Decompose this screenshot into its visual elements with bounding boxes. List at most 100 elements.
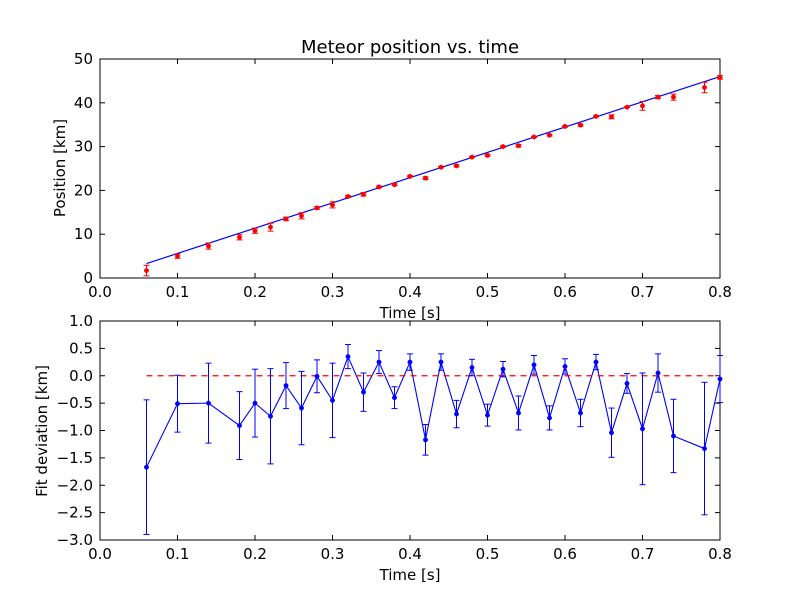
position-data-point (671, 94, 676, 100)
deviation-series-line (146, 355, 721, 468)
position-data-point (144, 268, 149, 274)
position-x-tick-label: 0.6 (553, 283, 577, 301)
position-data-point (578, 122, 583, 128)
deviation-x-tick-label: 0.7 (631, 545, 655, 563)
position-y-tick-label: 40 (74, 94, 93, 112)
position-data-point (206, 243, 211, 249)
deviation-data-point (593, 359, 599, 365)
position-data-point (609, 114, 614, 120)
deviation-y-tick-label: 0.5 (69, 339, 93, 357)
deviation-axes: 0.0 0.1 0.2 0.3 0.4 0.5 0.6 0.7 0.8 1.0 0.5 0.0 −0.5… (57, 312, 732, 563)
deviation-x-tick-label: 0.0 (88, 545, 112, 563)
deviation-x-tick-label: 0.2 (243, 545, 267, 563)
position-x-tick-label: 0.7 (631, 283, 655, 301)
position-y-tick-label: 0 (83, 269, 93, 287)
position-data-point (283, 216, 289, 222)
deviation-x-tick-label: 0.8 (708, 545, 732, 563)
deviation-data-point (330, 397, 335, 403)
deviation-data-point (624, 380, 630, 386)
position-data-point (330, 202, 335, 208)
position-x-tick-label: 0.0 (88, 283, 112, 301)
deviation-data-point (144, 464, 149, 470)
deviation-data-point (268, 413, 273, 419)
position-y-tick-label: 50 (74, 50, 93, 68)
deviation-data-point (717, 376, 723, 382)
deviation-data-point (655, 370, 661, 376)
deviation-data-point (299, 405, 304, 411)
deviation-data-point (578, 410, 583, 416)
deviation-data-point (361, 389, 366, 395)
deviation-data-point (407, 359, 413, 365)
position-data-point (624, 104, 630, 110)
position-data-point (593, 113, 599, 119)
deviation-x-tick-label: 0.1 (166, 545, 190, 563)
deviation-data-point (175, 401, 180, 407)
position-axes: 0.0 0.1 0.2 0.3 0.4 0.5 0.6 0.7 0.8 0 10 20 30 40 50 (74, 50, 732, 301)
position-data-point (345, 194, 351, 199)
deviation-data-point (547, 415, 552, 421)
deviation-data-point (345, 354, 351, 360)
position-data-point (361, 191, 366, 197)
position-data-point (655, 94, 661, 100)
position-data-point (547, 132, 552, 138)
deviation-data-point (206, 400, 211, 406)
deviation-x-tick-label: 0.3 (321, 545, 345, 563)
deviation-x-tick-label: 0.6 (553, 545, 577, 563)
deviation-y-tick-label: 0.0 (69, 367, 93, 385)
position-data-point (252, 228, 258, 234)
position-data-point (407, 173, 413, 179)
position-y-tick-label: 20 (74, 181, 93, 199)
deviation-data-point (314, 373, 320, 379)
position-data-point (237, 234, 242, 240)
position-data-point (469, 154, 475, 160)
position-data-point (516, 143, 521, 149)
position-data-point (500, 144, 506, 150)
position-x-tick-label: 0.5 (476, 283, 500, 301)
deviation-data-point (283, 383, 289, 389)
deviation-data-marks (143, 344, 723, 536)
deviation-y-tick-label: −1.5 (57, 449, 93, 467)
deviation-data-point (252, 400, 258, 406)
deviation-data-point (516, 410, 521, 416)
deviation-x-tick-label: 0.4 (398, 545, 422, 563)
deviation-data-point (500, 366, 506, 372)
position-data-point (562, 124, 568, 129)
deviation-data-point (376, 359, 382, 365)
position-x-tick-label: 0.1 (166, 283, 190, 301)
position-data-point (531, 134, 537, 140)
position-y-tick-label: 10 (74, 225, 93, 243)
position-x-tick-label: 0.8 (708, 283, 732, 301)
deviation-y-tick-label: −2.0 (57, 476, 93, 494)
position-panel: Meteor position vs. time 0.0 0.1 0.2 0.3 0.4… (51, 37, 732, 322)
deviation-data-point (640, 426, 645, 432)
deviation-data-point (237, 423, 242, 429)
position-data-point (268, 224, 273, 230)
position-data-point (454, 163, 459, 169)
deviation-data-point (562, 363, 568, 369)
position-x-axis-label: Time [s] (379, 304, 441, 322)
position-x-tick-label: 0.4 (398, 283, 422, 301)
deviation-panel: 0.0 0.1 0.2 0.3 0.4 0.5 0.6 0.7 0.8 1.0 0.5 0.0 −0.5… (33, 312, 732, 584)
position-data-point (423, 175, 428, 181)
position-chart-title: Meteor position vs. time (301, 37, 519, 58)
deviation-y-tick-label: 1.0 (69, 312, 93, 330)
position-x-tick-label: 0.3 (321, 283, 345, 301)
position-data-point (392, 182, 397, 188)
deviation-data-point (438, 359, 444, 365)
deviation-x-tick-label: 0.5 (476, 545, 500, 563)
deviation-data-point (702, 446, 707, 452)
deviation-data-point (671, 433, 676, 439)
deviation-y-tick-label: −0.5 (57, 394, 93, 412)
position-data-marks (143, 74, 723, 277)
position-data-point (299, 213, 304, 219)
position-data-point (702, 85, 707, 90)
position-data-point (376, 184, 382, 190)
deviation-data-point (485, 412, 490, 418)
deviation-data-point (469, 365, 475, 370)
deviation-data-point (609, 430, 614, 436)
position-data-point (717, 74, 723, 80)
position-y-axis-label: Position [km] (51, 119, 69, 217)
deviation-data-point (454, 411, 459, 417)
